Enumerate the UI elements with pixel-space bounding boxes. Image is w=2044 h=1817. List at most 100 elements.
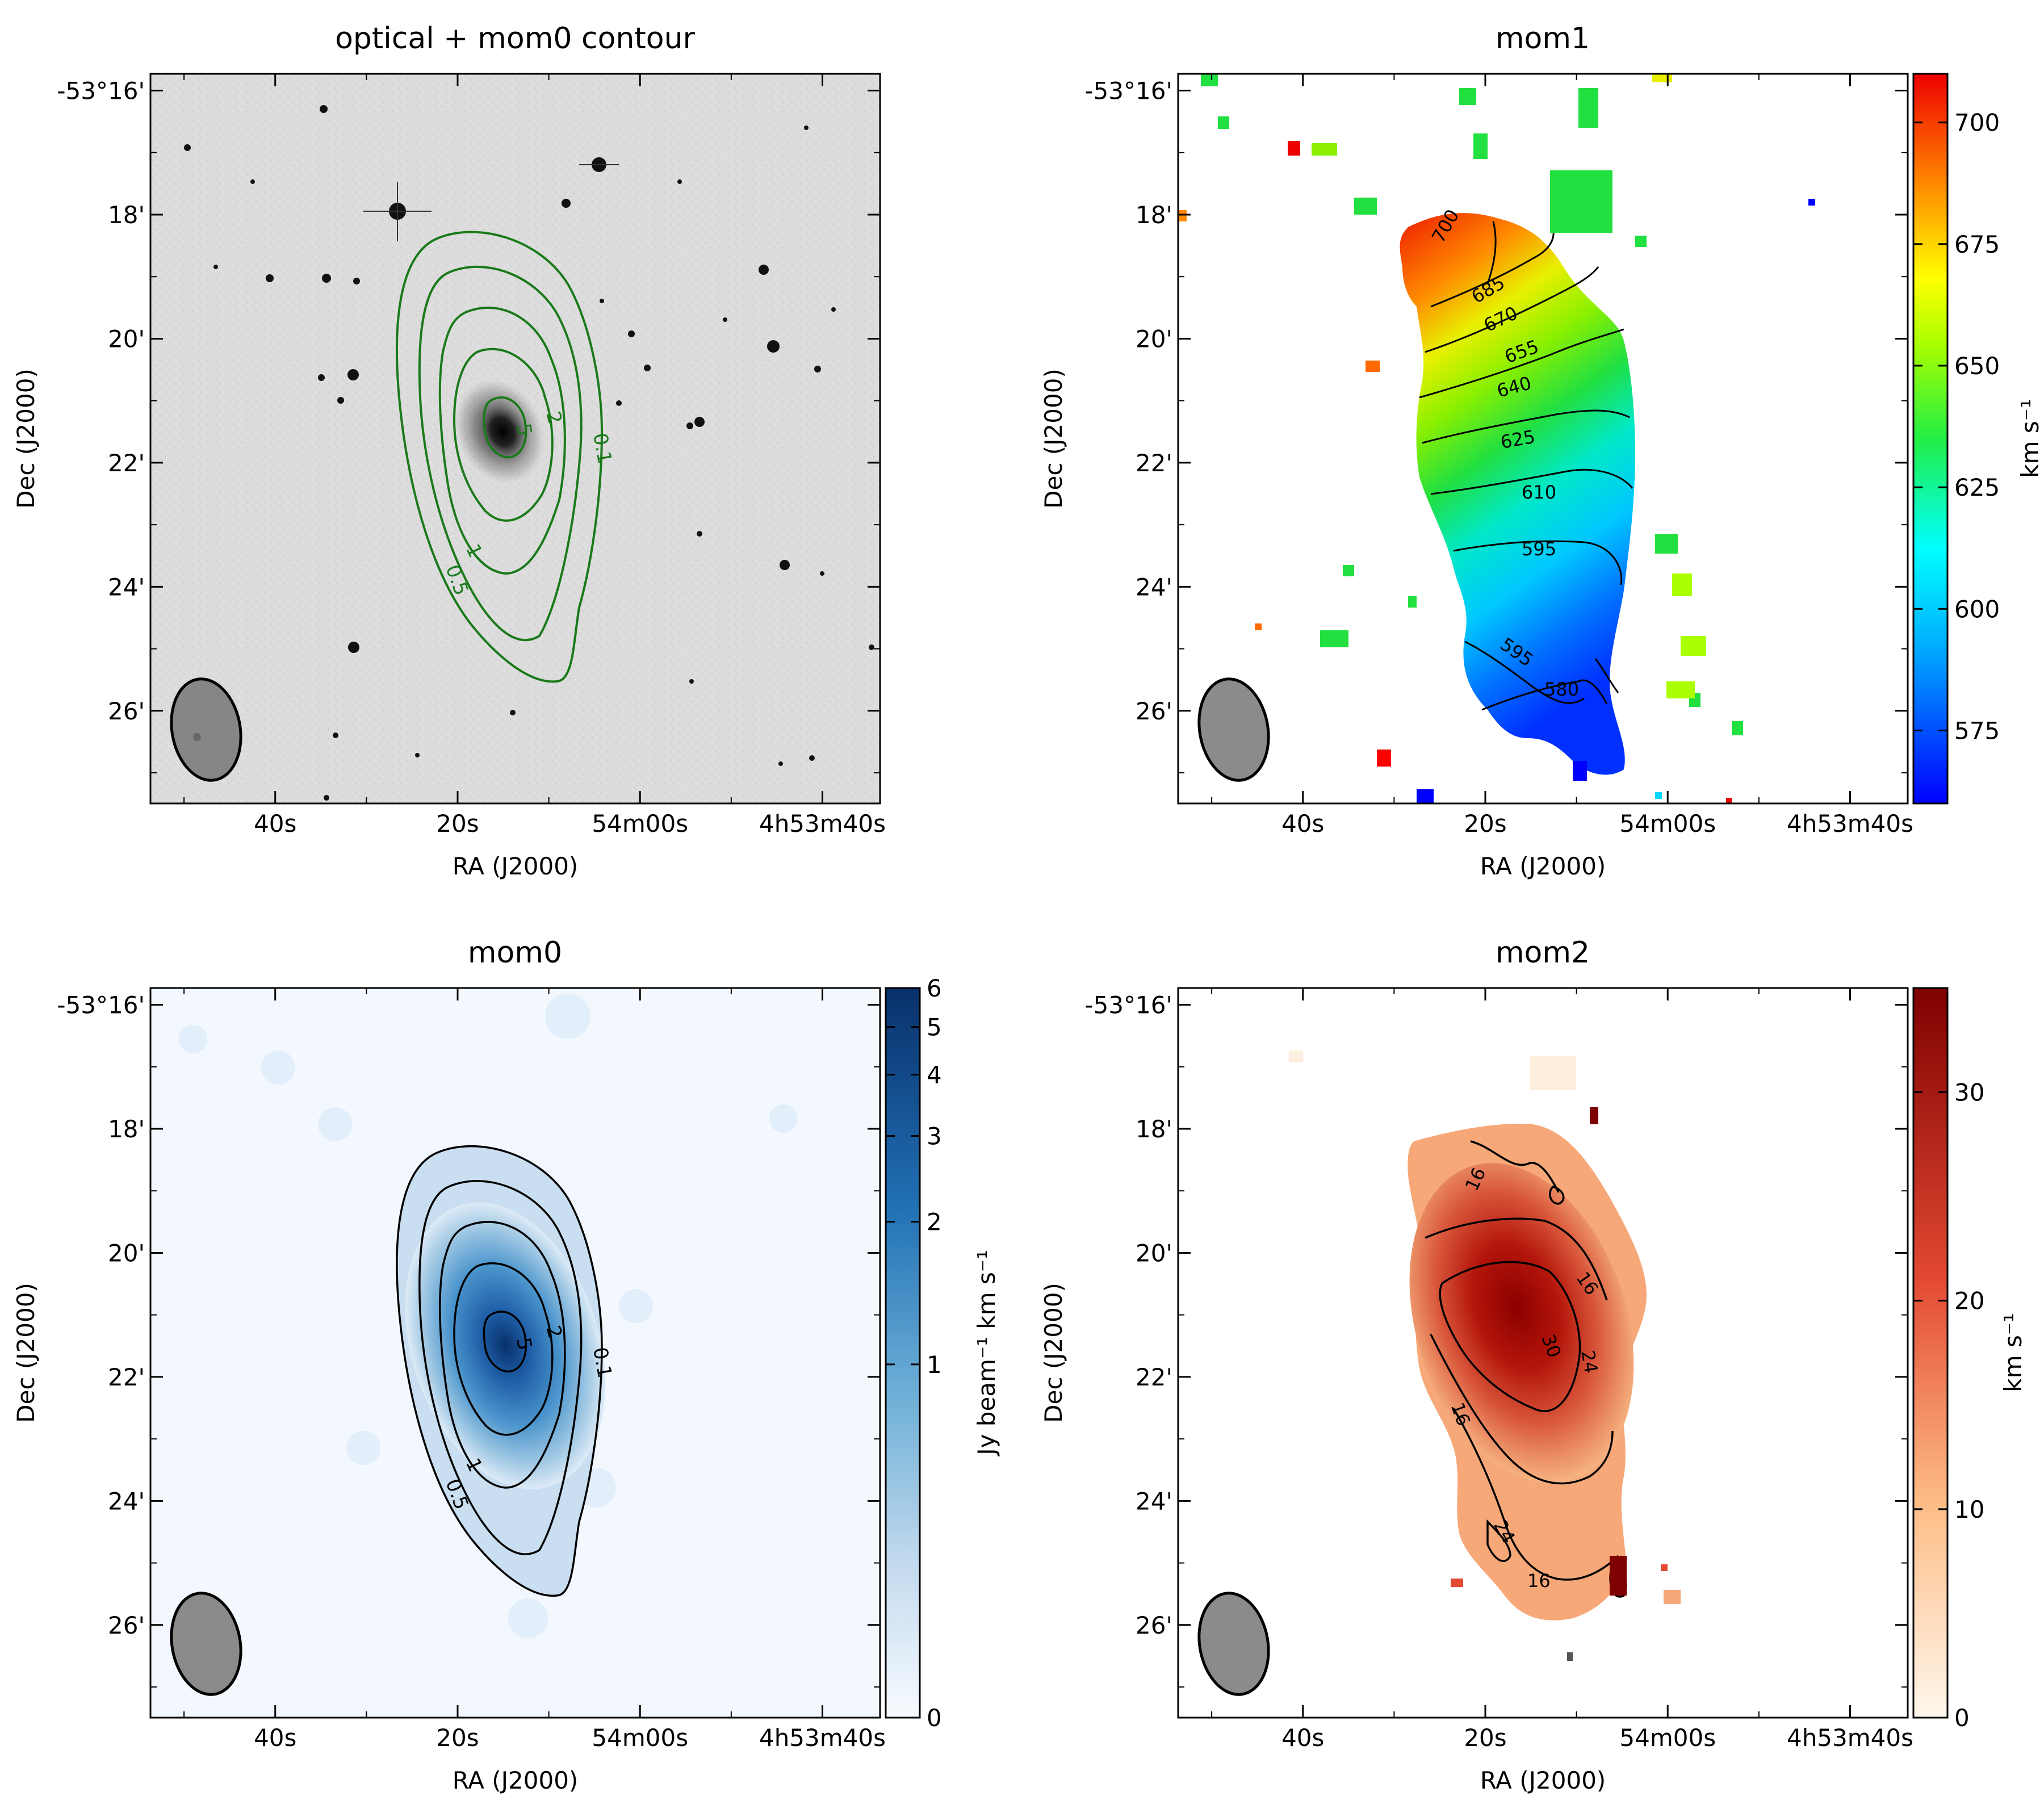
x-axis-label: RA (J2000) bbox=[453, 1766, 579, 1794]
axes-optical: 40s 20s 54m00s 4h53m40s -53°16' 18' 20' 22' 24' 2… bbox=[12, 74, 886, 880]
axes-frame bbox=[1177, 73, 1909, 805]
y-tick-label: -53°16' bbox=[1084, 991, 1172, 1019]
x-axis-label: RA (J2000) bbox=[1480, 852, 1606, 880]
panel-mom0: mom0 0.1 0.5 1 2 5 bbox=[149, 936, 1000, 1732]
colorbar-tick-label: 650 bbox=[1954, 352, 2000, 380]
y-tick-label: 26' bbox=[1136, 1611, 1172, 1639]
svg-text:0.1: 0.1 bbox=[588, 1346, 616, 1380]
colorbar-ticks: 0 1 2 3 4 5 6 bbox=[886, 974, 942, 1732]
svg-text:0.1: 0.1 bbox=[588, 432, 616, 466]
axes-mom0: 40s 20s 54m00s 4h53m40s -53°16' 18' 20' 22' 24' 2… bbox=[12, 988, 886, 1794]
colorbar-tick-label: 0 bbox=[927, 1704, 942, 1732]
colorbar-mom0: 0 1 2 3 4 5 6 Jy beam⁻¹ km s⁻¹ bbox=[885, 974, 1000, 1732]
mom0-contours-black bbox=[396, 1145, 603, 1597]
y-tick-label: 18' bbox=[1136, 201, 1172, 229]
x-tick-label: 40s bbox=[254, 810, 296, 838]
y-axis-label: Dec (J2000) bbox=[12, 1283, 40, 1423]
mom0-blob bbox=[405, 1202, 606, 1489]
y-tick-label: 20' bbox=[1136, 325, 1172, 353]
x-tick-label: 20s bbox=[1464, 810, 1506, 838]
y-tick-label: 26' bbox=[108, 1611, 145, 1639]
y-tick-label: -53°16' bbox=[1084, 77, 1172, 105]
colorbar-mom1: 575 600 625 650 675 700 km s⁻¹ bbox=[1912, 73, 2044, 805]
axes-frame bbox=[149, 73, 881, 805]
svg-text:580: 580 bbox=[1544, 679, 1579, 700]
colorbar-tick-label: 600 bbox=[1954, 595, 2000, 623]
y-tick-label: 20' bbox=[108, 325, 145, 353]
mom0-contours bbox=[395, 231, 604, 683]
x-tick-label: 20s bbox=[436, 1724, 479, 1752]
y-tick-label: 24' bbox=[108, 1487, 145, 1515]
x-tick-label: 4h53m40s bbox=[1787, 810, 1913, 838]
y-tick-label: 24' bbox=[1136, 1487, 1172, 1515]
y-tick-label: 26' bbox=[1136, 697, 1172, 725]
colorbar-tick-label: 675 bbox=[1954, 231, 2000, 258]
beam-ellipse bbox=[170, 1592, 242, 1696]
panel-title: optical + mom0 contour bbox=[335, 22, 695, 56]
galaxy-core bbox=[475, 400, 530, 463]
x-axis-label: RA (J2000) bbox=[453, 852, 579, 880]
y-tick-label: 20' bbox=[108, 1239, 145, 1267]
axes-frame bbox=[1177, 987, 1909, 1719]
panel-title: mom1 bbox=[1496, 22, 1590, 56]
panel-optical: optical + mom0 contour bbox=[149, 22, 881, 805]
y-axis-label: Dec (J2000) bbox=[1040, 369, 1067, 509]
x-tick-label: 20s bbox=[1464, 1724, 1506, 1752]
y-tick-label: 22' bbox=[1136, 1363, 1172, 1391]
colorbar-ticks: 575 600 625 650 675 700 bbox=[1913, 109, 2000, 745]
axes-mom1: 40s 20s 54m00s 4h53m40s -53°16' 18' 20' 22' 24' 2… bbox=[1040, 74, 1913, 880]
y-tick-label: 24' bbox=[1136, 573, 1172, 601]
colorbar-tick-label: 2 bbox=[927, 1208, 942, 1236]
colorbar-tick-label: 4 bbox=[927, 1061, 942, 1089]
panel-title: mom2 bbox=[1496, 936, 1590, 970]
panel-mom1: mom1 700 685 670 655 640 bbox=[1177, 22, 2044, 805]
colorbar-tick-label: 30 bbox=[1954, 1079, 1984, 1107]
colorbar-tick-label: 0 bbox=[1954, 1704, 1970, 1732]
x-tick-label: 40s bbox=[1281, 1724, 1324, 1752]
colorbar-tick-label: 625 bbox=[1954, 474, 2000, 501]
colorbar-label: km s⁻¹ bbox=[2016, 399, 2044, 478]
colorbar-tick-label: 5 bbox=[927, 1014, 942, 1041]
x-tick-label: 4h53m40s bbox=[759, 810, 886, 838]
x-tick-label: 20s bbox=[436, 810, 479, 838]
x-axis-label: RA (J2000) bbox=[1480, 1766, 1606, 1794]
y-tick-label: 18' bbox=[108, 201, 145, 229]
beam-ellipse bbox=[1197, 1592, 1270, 1696]
colorbar-label: km s⁻¹ bbox=[1999, 1313, 2027, 1392]
velocity-islands bbox=[1178, 74, 1815, 803]
panel-title: mom0 bbox=[468, 936, 562, 970]
image-area: 0.1 0.5 1 2 5 bbox=[150, 74, 880, 803]
y-tick-label: 22' bbox=[108, 449, 145, 477]
y-tick-label: 24' bbox=[108, 573, 145, 601]
faint-dispersion bbox=[1289, 1050, 1576, 1090]
beam-ellipse bbox=[170, 677, 242, 782]
colorbar-tick-label: 20 bbox=[1954, 1287, 1984, 1315]
image-area: 0.1 0.5 1 2 5 bbox=[150, 988, 880, 1718]
svg-text:24: 24 bbox=[1577, 1349, 1602, 1375]
x-tick-label: 54m00s bbox=[1619, 1724, 1716, 1752]
colorbar-mom2: 0 10 20 30 km s⁻¹ bbox=[1912, 987, 2027, 1732]
colorbar-label: Jy beam⁻¹ km s⁻¹ bbox=[973, 1250, 1000, 1457]
x-tick-label: 40s bbox=[1281, 810, 1324, 838]
y-axis-label: Dec (J2000) bbox=[12, 369, 40, 509]
x-tick-label: 54m00s bbox=[592, 1724, 688, 1752]
colorbar-tick-label: 3 bbox=[927, 1123, 942, 1150]
axes-frame bbox=[149, 987, 881, 1719]
colorbar-tick-label: 6 bbox=[927, 974, 942, 1002]
colorbar-tick-label: 1 bbox=[927, 1351, 942, 1379]
velocity-contours bbox=[1419, 221, 1633, 711]
dispersion-contours bbox=[1425, 1140, 1627, 1598]
y-tick-label: 26' bbox=[108, 697, 145, 725]
colorbar-tick-label: 700 bbox=[1954, 109, 2000, 137]
svg-text:16: 16 bbox=[1527, 1570, 1551, 1592]
y-tick-label: 22' bbox=[1136, 449, 1172, 477]
x-tick-label: 40s bbox=[254, 1724, 296, 1752]
y-tick-label: -53°16' bbox=[57, 991, 145, 1019]
colorbar-gradient bbox=[1912, 73, 1949, 805]
image-area: 700 685 670 655 640 625 610 595 595 580 bbox=[1178, 74, 1908, 803]
x-tick-label: 54m00s bbox=[1619, 810, 1716, 838]
svg-text:610: 610 bbox=[1522, 482, 1556, 503]
panel-mom2: mom2 16 16 24 30 bbox=[1177, 936, 2027, 1732]
axes-decorations: 40s 20s 54m00s 4h53m40s -53°16' 18' 20' 22' 24' 2… bbox=[12, 74, 1913, 1794]
